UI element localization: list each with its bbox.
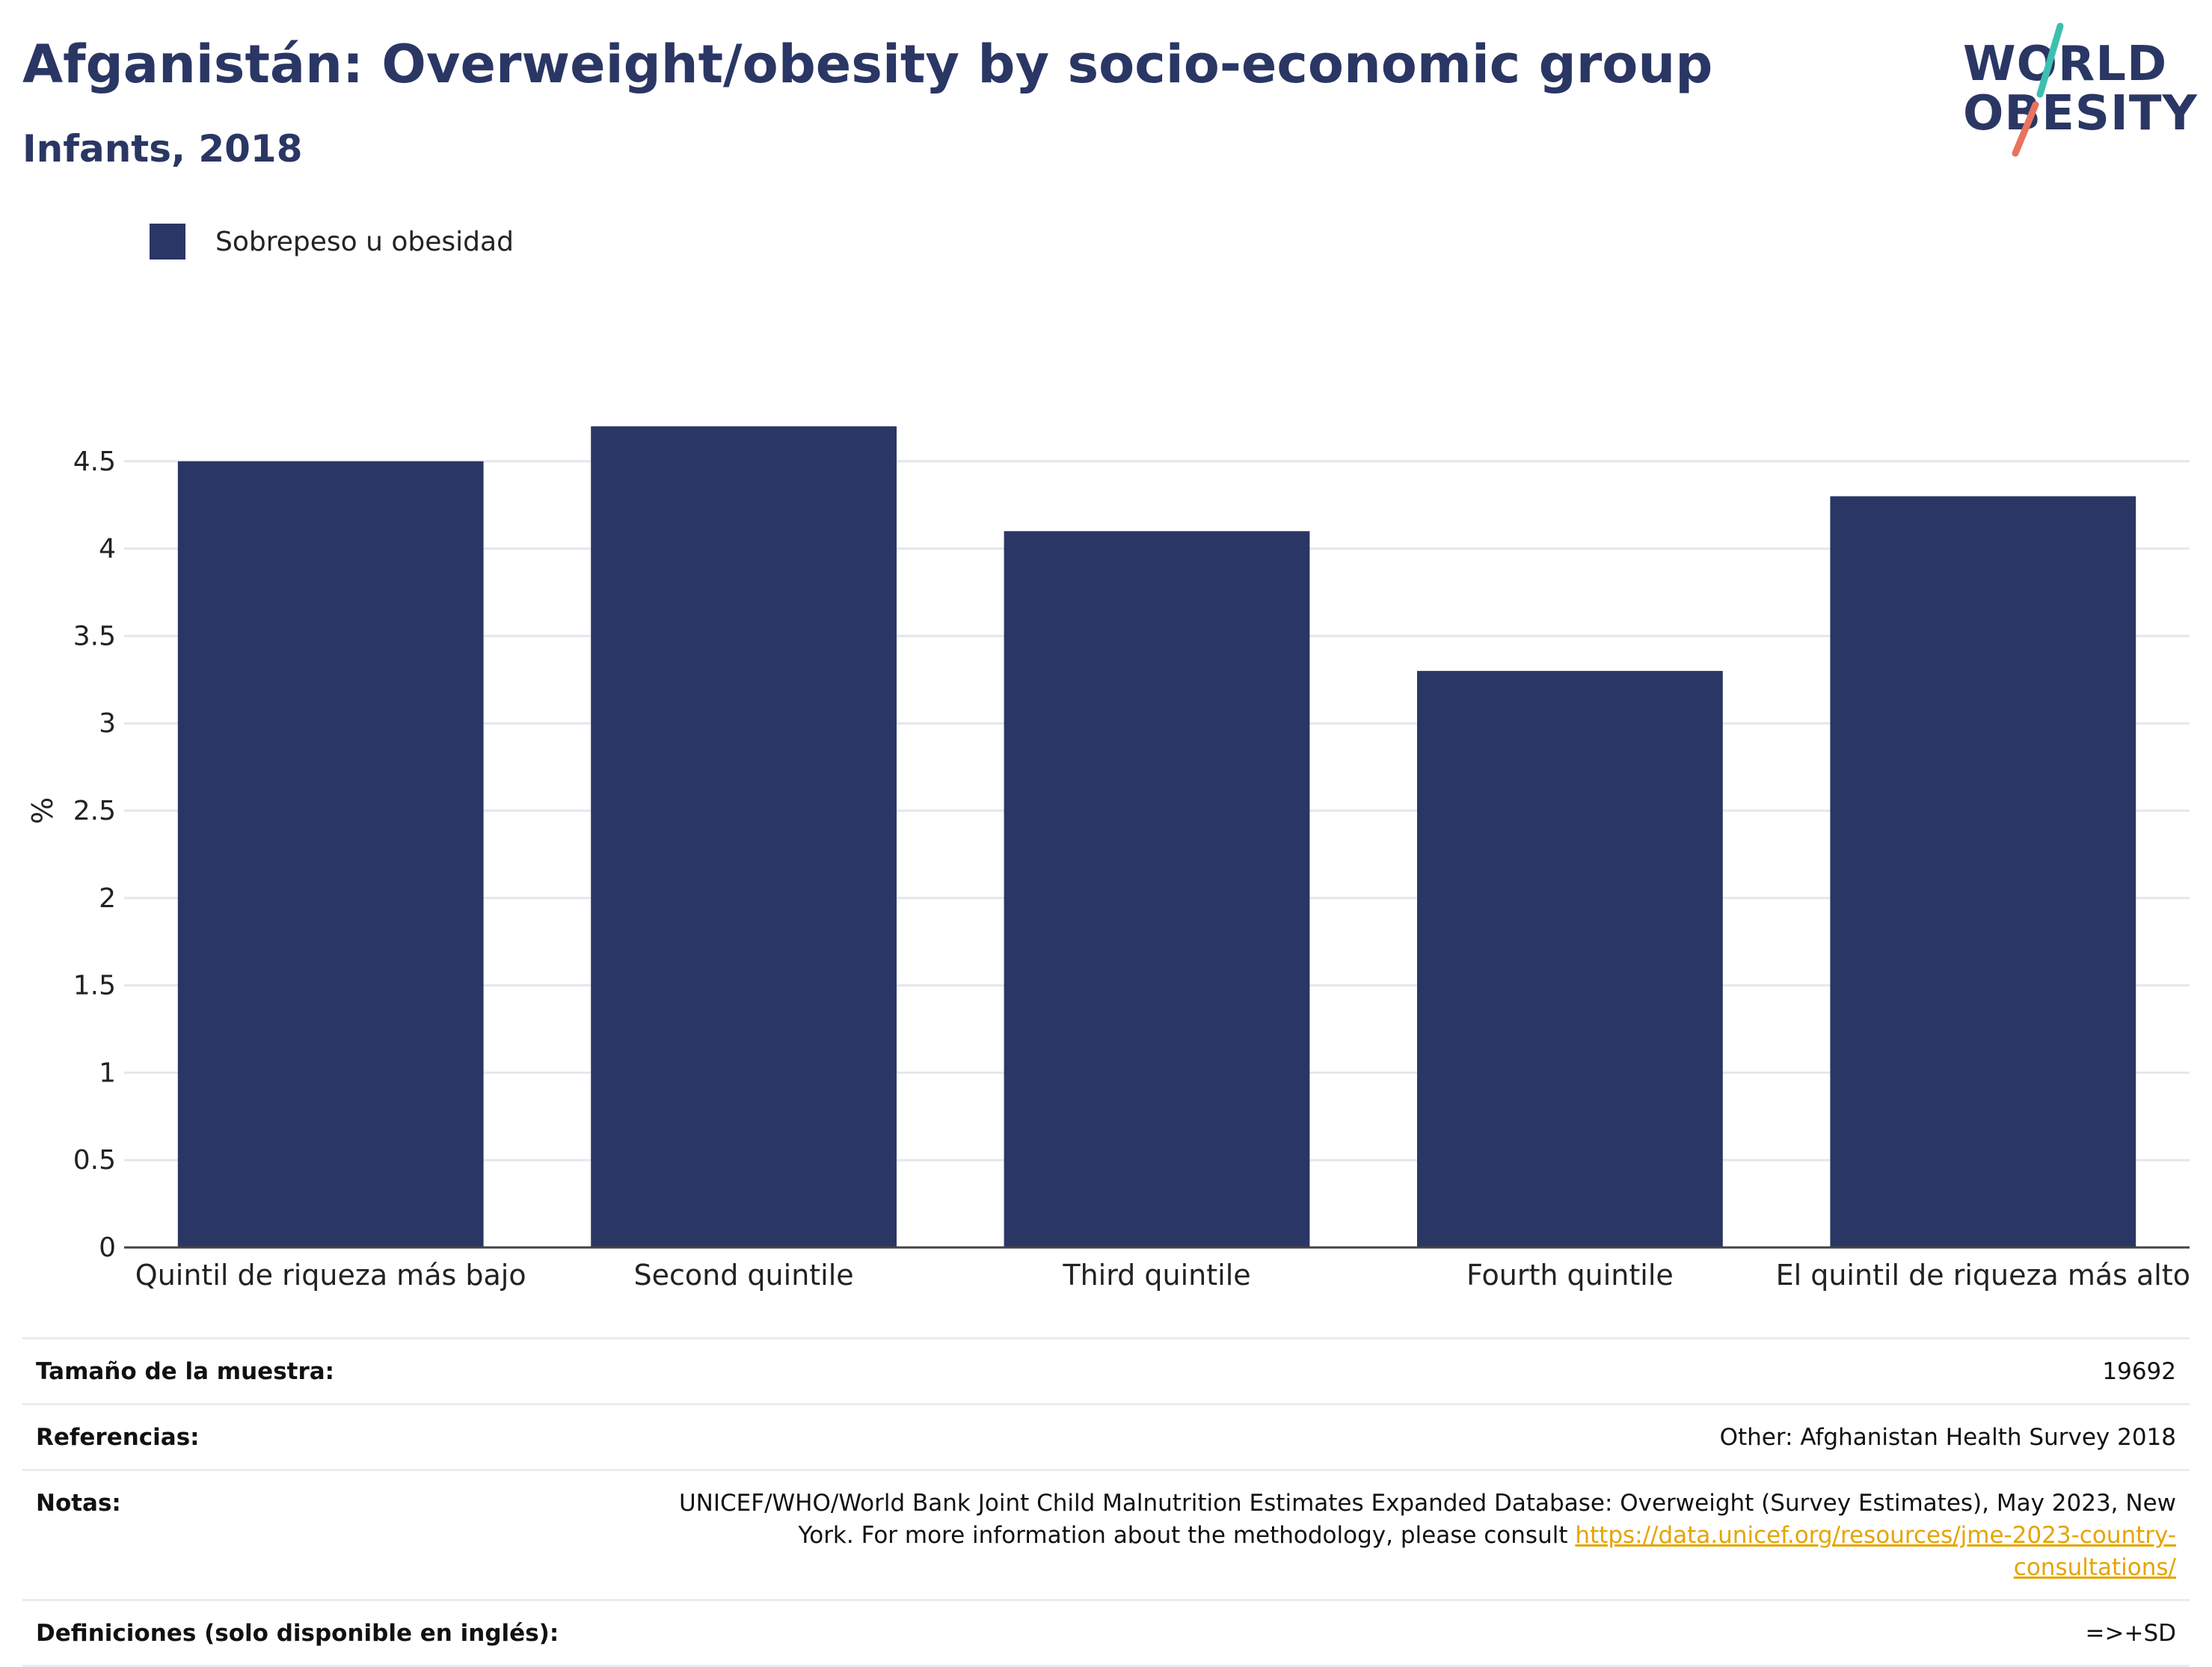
bar[interactable] — [1830, 496, 2136, 1247]
references-label: Referencias: — [36, 1424, 200, 1451]
definitions-value: =>+SD — [2085, 1620, 2176, 1647]
info-table: Tamaño de la muestra: 19692 Referencias:… — [22, 1337, 2190, 1667]
sample-size-label: Tamaño de la muestra: — [36, 1358, 335, 1385]
definitions-label: Definiciones (solo disponible en inglés)… — [36, 1620, 559, 1647]
y-tick-label: 1 — [99, 1057, 116, 1088]
y-tick-label: 0.5 — [73, 1145, 116, 1176]
info-row-definitions: Definiciones (solo disponible en inglés)… — [22, 1601, 2190, 1667]
y-tick-label: 4 — [99, 534, 116, 565]
bar[interactable] — [1004, 531, 1310, 1247]
world-obesity-logo[interactable]: WORLD OBESITY — [1952, 22, 2199, 157]
logo-text-line2: OBESITY — [1963, 86, 2198, 141]
chart-legend[interactable]: Sobrepeso u obesidad — [150, 223, 514, 260]
legend-label: Sobrepeso u obesidad — [215, 226, 514, 257]
y-tick-label: 3.5 — [73, 621, 116, 651]
chart-title: Afganistán: Overweight/obesity by socio-… — [22, 34, 1713, 95]
x-tick-label: Quintil de riqueza más bajo — [135, 1259, 526, 1292]
y-tick-label: 1.5 — [73, 971, 116, 1001]
info-row-references: Referencias: Other: Afghanistan Health S… — [22, 1405, 2190, 1471]
x-tick-label: Third quintile — [1062, 1259, 1250, 1292]
x-tick-label: Fourth quintile — [1466, 1259, 1674, 1292]
y-tick-label: 0 — [99, 1232, 116, 1263]
methodology-link[interactable]: https://data.unicef.org/resources/jme-20… — [1575, 1522, 2176, 1581]
x-tick-label: Second quintile — [634, 1259, 854, 1292]
sample-size-value: 19692 — [2102, 1358, 2176, 1385]
logo-text-line1: WORLD — [1963, 37, 2168, 92]
notes-text: UNICEF/WHO/World Bank Joint Child Malnut… — [678, 1490, 2176, 1549]
references-value: Other: Afghanistan Health Survey 2018 — [1719, 1424, 2176, 1451]
legend-swatch — [150, 224, 185, 260]
y-tick-label: 2.5 — [73, 796, 116, 826]
notes-value: UNICEF/WHO/World Bank Joint Child Malnut… — [643, 1488, 2176, 1584]
info-row-sample-size: Tamaño de la muestra: 19692 — [22, 1339, 2190, 1405]
y-tick-label: 2 — [99, 883, 116, 914]
bar[interactable] — [1417, 671, 1723, 1247]
bar[interactable] — [591, 426, 897, 1247]
bar[interactable] — [177, 461, 484, 1247]
y-axis-label: % — [26, 797, 59, 824]
y-tick-label: 3 — [99, 708, 116, 739]
chart-subtitle: Infants, 2018 — [22, 127, 303, 171]
x-tick-label: El quintil de riqueza más alto — [1776, 1259, 2190, 1292]
logo-slash-icon — [2012, 22, 2064, 157]
y-tick-label: 4.5 — [73, 446, 116, 477]
info-row-notes: Notas: UNICEF/WHO/World Bank Joint Child… — [22, 1471, 2190, 1601]
notes-label: Notas: — [36, 1490, 121, 1517]
bar-chart: 0 0.5 1 1.5 2 2.5 3 3.5 4 4.5% Quintil de riqueza … — [26, 426, 2190, 1292]
